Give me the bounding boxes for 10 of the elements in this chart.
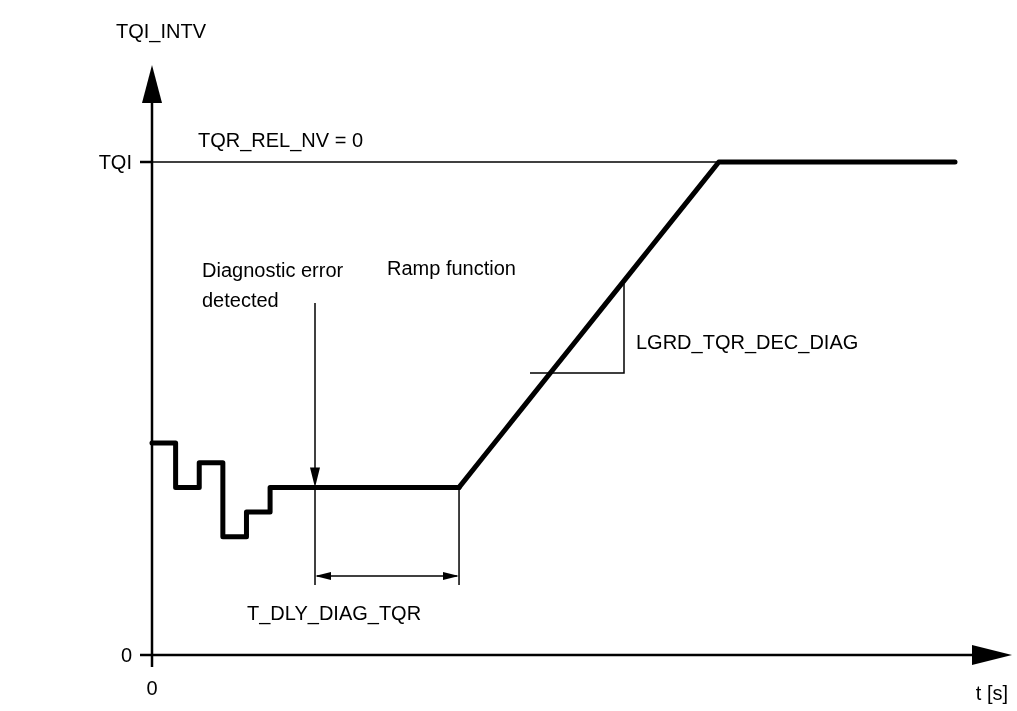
x-axis-title: t [s] [975, 682, 1008, 704]
text: TQI_INTV [116, 20, 207, 43]
text: 0 [146, 677, 158, 699]
annotation: LGRD_TQR_DEC_DIAG [636, 331, 859, 354]
text: TQI [98, 151, 132, 173]
text: 0 [120, 644, 132, 666]
annotation: T_DLY_DIAG_TQR [247, 602, 422, 625]
text: TQR_REL_NV = 0 [198, 129, 364, 152]
annotation: Ramp function [387, 257, 516, 279]
annotation: Diagnostic error detected [202, 259, 344, 311]
